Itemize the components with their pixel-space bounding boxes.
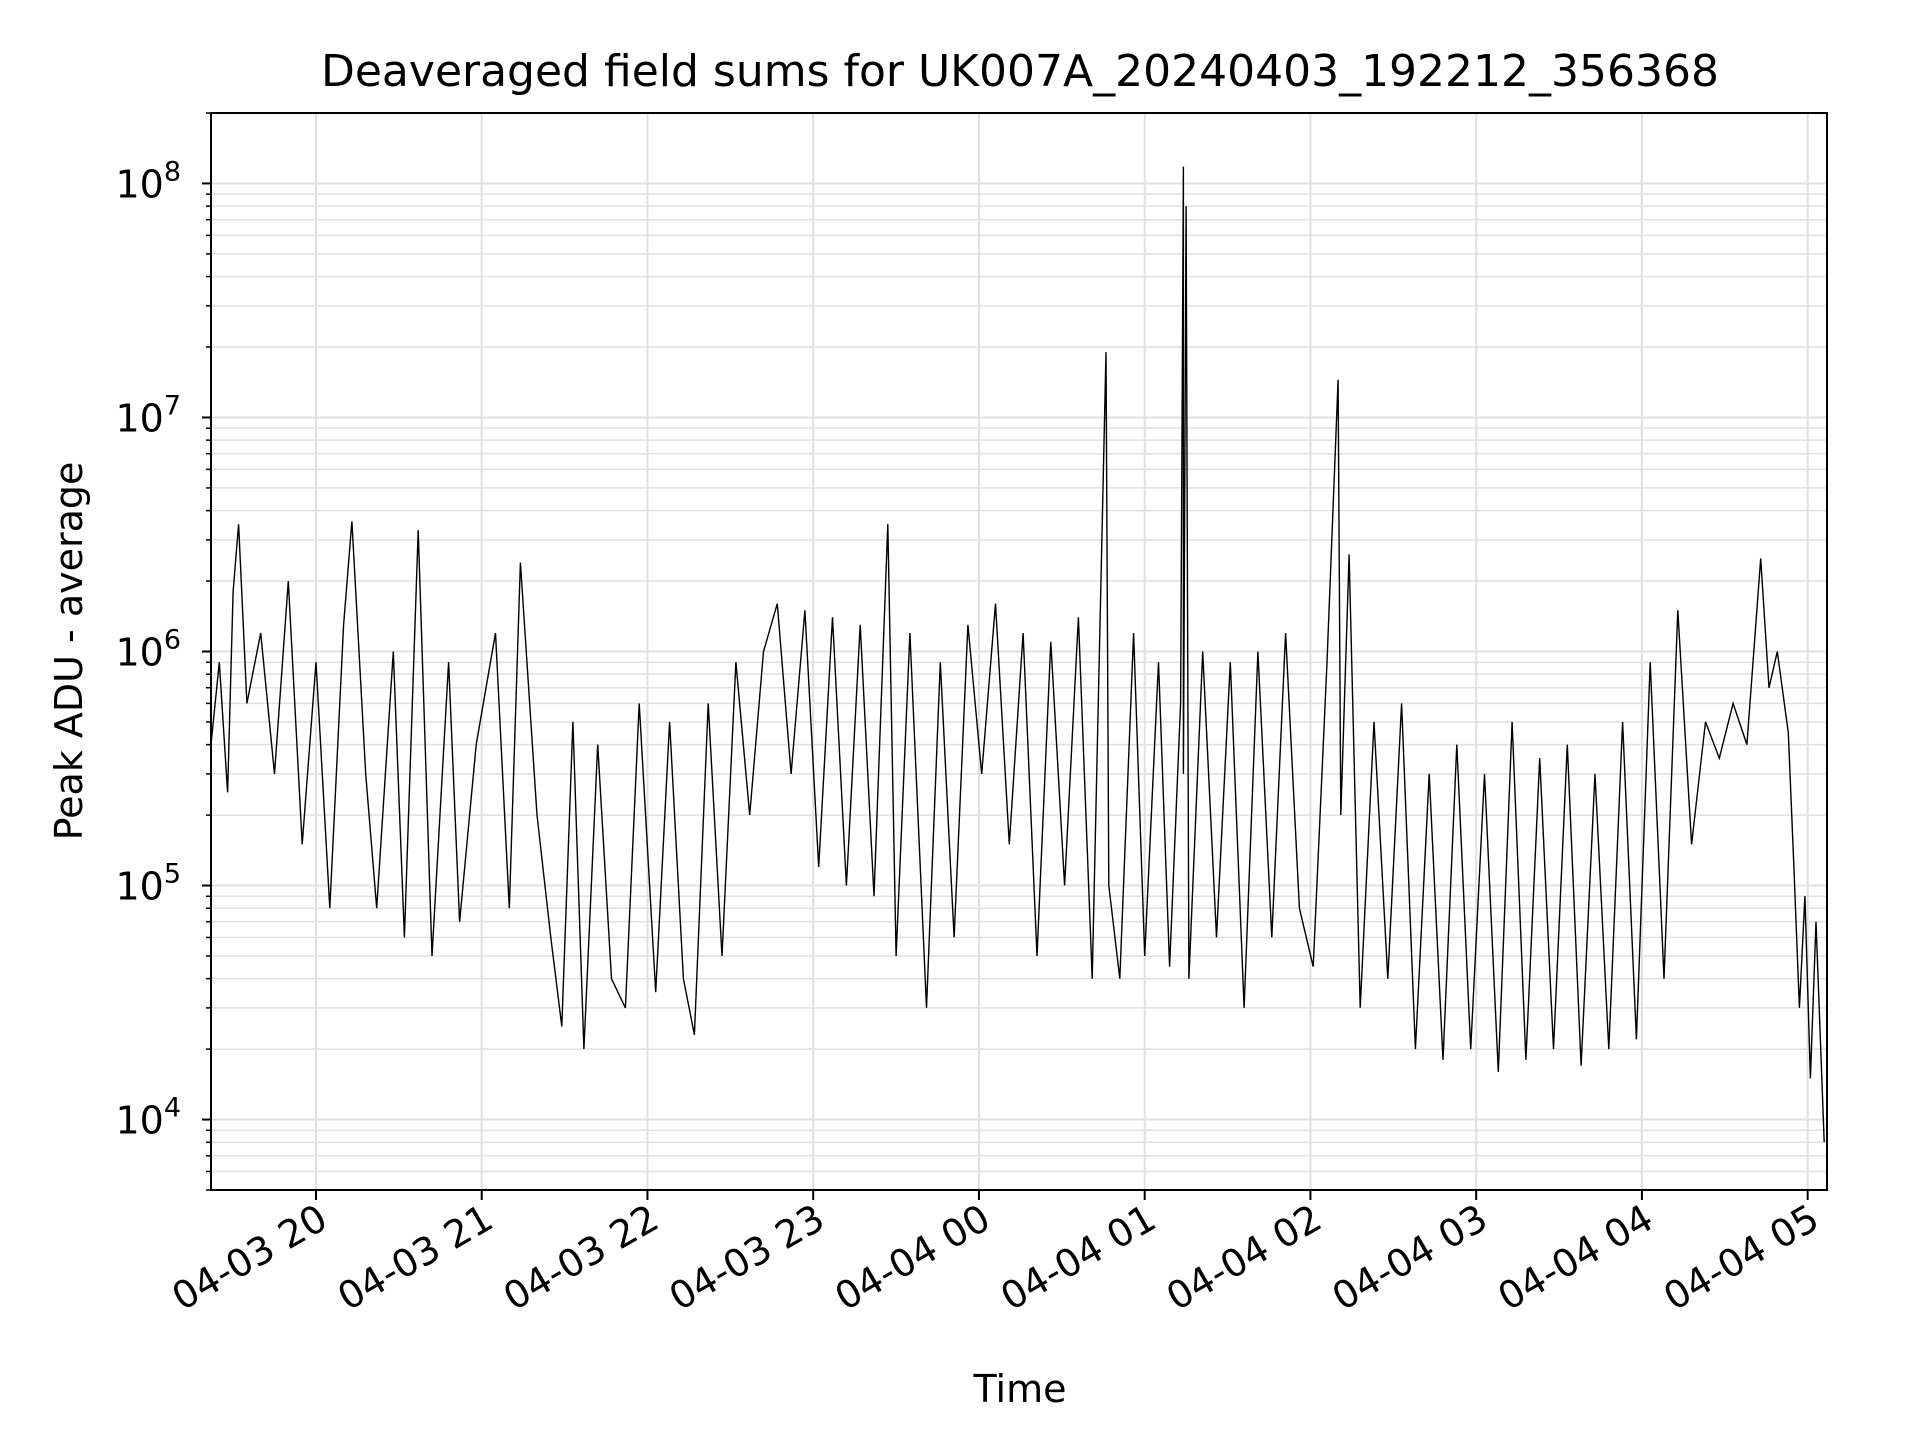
x-axis-label: Time bbox=[973, 1367, 1067, 1411]
chart-title: Deaveraged field sums for UK007A_2024040… bbox=[321, 46, 1719, 97]
y-tick-label: 104 bbox=[115, 1093, 181, 1143]
series-line bbox=[210, 166, 1825, 1143]
y-tick-label: 105 bbox=[115, 859, 181, 909]
y-tick-label: 106 bbox=[115, 625, 181, 675]
y-tick-label: 107 bbox=[115, 390, 181, 440]
y-axis-label: Peak ADU - average bbox=[47, 462, 91, 841]
y-tick-label: 108 bbox=[115, 156, 181, 206]
